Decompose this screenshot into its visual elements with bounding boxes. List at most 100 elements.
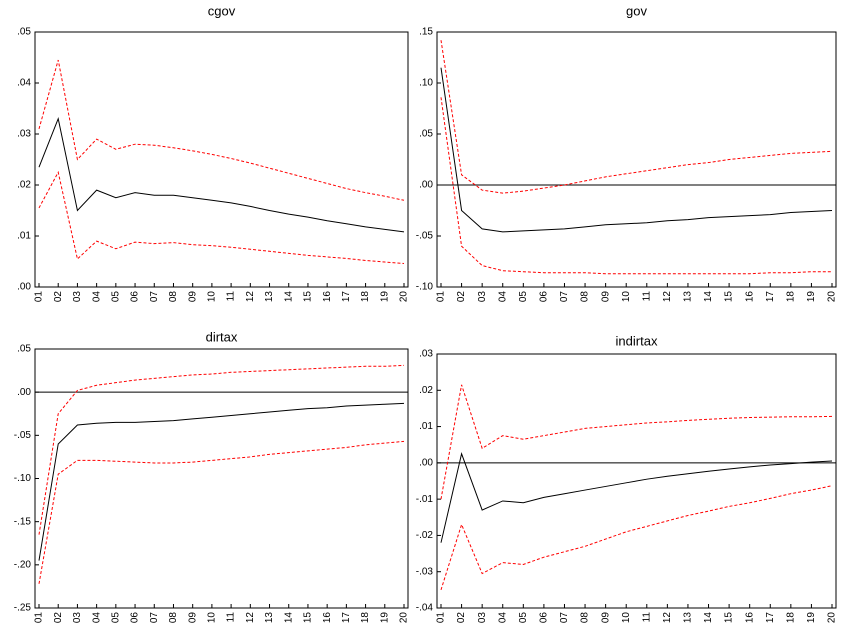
y-tick-label: .01 — [17, 231, 31, 242]
x-tick-label: 05 — [518, 291, 529, 303]
plot-frame — [34, 348, 409, 609]
series-line — [440, 452, 833, 543]
y-tick-label: .05 — [17, 27, 31, 38]
y-tick-label: .10 — [419, 78, 433, 89]
y-tick-label: .00 — [419, 457, 433, 468]
x-tick-label: 08 — [168, 612, 179, 624]
x-tick-label: 06 — [539, 612, 550, 624]
chart-title: indirtax — [616, 333, 658, 348]
series-line — [38, 364, 405, 535]
y-tick-label: -.05 — [416, 231, 434, 242]
x-tick-label: 19 — [806, 612, 817, 624]
y-tick-label: -.15 — [14, 516, 32, 527]
x-tick-label: 04 — [497, 291, 508, 303]
series-line — [440, 40, 833, 194]
x-tick-label: 06 — [130, 612, 141, 624]
x-tick-label: 03 — [477, 291, 488, 303]
x-tick-label: 03 — [477, 612, 488, 624]
y-tick-label: .00 — [419, 180, 433, 191]
x-tick-label: 07 — [559, 612, 570, 624]
chart-title: dirtax — [206, 329, 238, 344]
y-tick-label: .03 — [419, 349, 433, 360]
x-tick-label: 03 — [72, 291, 83, 303]
y-tick-label: -.02 — [416, 530, 434, 541]
x-tick-label: 19 — [379, 291, 390, 303]
x-tick-label: 16 — [322, 291, 333, 303]
x-tick-label: 04 — [91, 291, 102, 303]
x-tick-label: 14 — [703, 612, 714, 624]
y-tick-label: .04 — [17, 78, 31, 89]
y-tick-label: -.05 — [14, 430, 32, 441]
x-tick-label: 10 — [621, 612, 632, 624]
x-tick-label: 04 — [91, 612, 102, 624]
x-tick-label: 03 — [72, 612, 83, 624]
x-tick-label: 13 — [264, 291, 275, 303]
x-tick-label: 12 — [662, 291, 673, 303]
x-tick-label: 02 — [53, 291, 64, 303]
x-tick-label: 01 — [34, 291, 45, 303]
y-tick-label: -.10 — [14, 473, 32, 484]
x-tick-label: 17 — [765, 291, 776, 303]
x-tick-label: 09 — [600, 612, 611, 624]
x-tick-label: 12 — [245, 291, 256, 303]
y-tick-label: .05 — [17, 344, 31, 355]
x-tick-label: 09 — [187, 612, 198, 624]
y-tick-label: .03 — [17, 129, 31, 140]
y-tick-label: -.10 — [416, 282, 434, 293]
x-tick-label: 05 — [518, 612, 529, 624]
x-tick-label: 13 — [264, 612, 275, 624]
x-tick-label: 02 — [456, 612, 467, 624]
x-tick-label: 17 — [341, 612, 352, 624]
x-tick-label: 14 — [703, 291, 714, 303]
y-tick-label: .15 — [419, 27, 433, 38]
x-tick-label: 20 — [399, 291, 410, 303]
x-tick-label: 01 — [436, 291, 447, 303]
series-line — [38, 59, 405, 201]
series-line — [440, 384, 833, 500]
x-tick-label: 16 — [744, 612, 755, 624]
x-tick-label: 01 — [436, 612, 447, 624]
x-tick-label: 19 — [806, 291, 817, 303]
x-tick-label: 19 — [379, 612, 390, 624]
x-tick-label: 17 — [765, 612, 776, 624]
chart-title: gov — [626, 3, 647, 18]
y-tick-label: .05 — [419, 129, 433, 140]
x-tick-label: 01 — [34, 612, 45, 624]
x-tick-label: 14 — [283, 612, 294, 624]
series-line — [440, 485, 833, 591]
y-tick-label: .02 — [17, 180, 31, 191]
x-tick-label: 16 — [322, 612, 333, 624]
y-tick-label: -.04 — [416, 603, 434, 614]
x-tick-label: 13 — [683, 612, 694, 624]
y-tick-label: .00 — [17, 282, 31, 293]
plot-frame — [34, 31, 409, 288]
series-line — [440, 97, 832, 275]
x-tick-label: 02 — [53, 612, 64, 624]
x-tick-label: 17 — [341, 291, 352, 303]
x-tick-label: 06 — [130, 291, 141, 303]
x-tick-label: 10 — [207, 612, 218, 624]
x-tick-label: 20 — [827, 291, 838, 303]
x-tick-label: 15 — [724, 291, 735, 303]
x-tick-label: 15 — [303, 291, 314, 303]
x-tick-label: 09 — [187, 291, 198, 303]
y-tick-label: -.03 — [416, 566, 434, 577]
series-line — [38, 116, 405, 233]
x-tick-label: 08 — [580, 291, 591, 303]
x-tick-label: 18 — [785, 291, 796, 303]
series-line — [440, 67, 833, 233]
x-tick-label: 15 — [724, 612, 735, 624]
series-line — [38, 402, 405, 561]
chart-title: cgov — [208, 3, 236, 18]
series-line — [38, 170, 405, 265]
x-tick-label: 07 — [559, 291, 570, 303]
x-tick-label: 09 — [600, 291, 611, 303]
plot-frame — [436, 353, 837, 609]
x-tick-label: 04 — [497, 612, 508, 624]
x-tick-label: 11 — [226, 612, 237, 623]
x-tick-label: 18 — [785, 612, 796, 624]
x-tick-label: 05 — [110, 291, 121, 303]
y-tick-label: .01 — [419, 421, 433, 432]
x-tick-label: 08 — [580, 612, 591, 624]
x-tick-label: 10 — [621, 291, 632, 303]
